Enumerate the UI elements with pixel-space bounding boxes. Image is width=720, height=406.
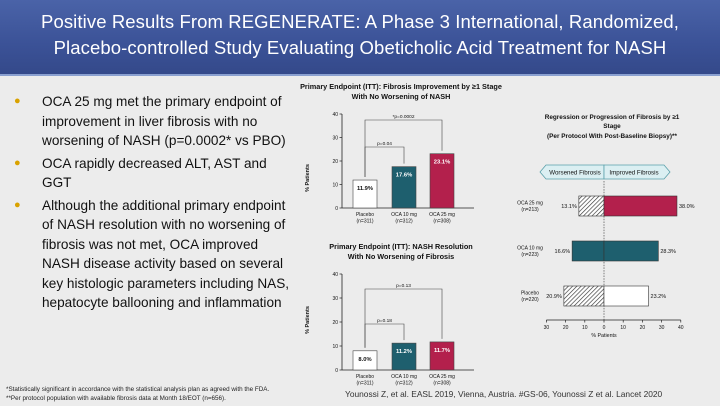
data-label: 11.7% [434,348,450,354]
data-label: 17.6% [396,173,412,179]
chart-title-line-2: With No Worsening of NASH [352,92,451,101]
bullet-list: ● OCA 25 mg met the primary endpoint of i… [14,92,292,316]
worsened-bar [571,240,605,262]
category-n-label: (n=311) [356,219,373,225]
x-tick-label: 20 [640,325,646,331]
x-axis-label: % Patients [591,333,617,339]
category-label: OCA 10 mg [391,374,417,380]
chart-title-line-1: Primary Endpoint (ITT): Fibrosis Improve… [300,82,502,91]
fibrosis-regression-progression-chart: Regression or Progression of Fibrosis by… [517,114,695,339]
footnotes: *Statistically significant in accordance… [6,385,269,403]
significance-bracket [364,288,443,348]
bar [352,350,378,371]
y-tick-label: 40 [332,112,338,118]
bar [429,153,455,209]
slide-title-line-1: Positive Results From REGENERATE: A Phas… [41,11,679,32]
x-tick-label: 0 [603,325,606,331]
bullet-item: ● Although the additional primary endpoin… [14,196,292,313]
bullet-icon: ● [14,198,21,211]
bar [429,341,455,371]
category-label: Placebo [356,212,374,218]
worsened-value-label: 16.6% [555,249,571,255]
footnote-1: *Statistically significant in accordance… [6,386,270,393]
y-axis-label: % Patients [305,164,311,192]
group-label: Placebo [521,291,539,297]
p-value-label: p=0.13 [396,283,411,289]
x-tick-label: 30 [544,325,550,331]
p-value-label: p=0.04 [377,141,392,147]
y-tick-label: 30 [332,296,338,302]
bar [391,166,417,209]
bullet-item: ● OCA 25 mg met the primary endpoint of i… [14,92,292,151]
bullet-text: Although the additional primary endpoint… [42,197,290,311]
reference-citation: Younossi Z, et al. EASL 2019, Vienna, Au… [345,389,663,399]
chart-title-line-2: With No Worsening of Fibrosis [348,252,454,261]
p-value-label: p=0.18 [377,318,392,324]
y-axis-label: % Patients [305,306,311,334]
improved-bar [603,285,649,307]
improved-value-label: 38.0% [679,204,695,210]
bullet-text: OCA rapidly decreased ALT, AST and GGT [42,155,267,191]
significance-bracket [364,119,443,178]
category-label: Placebo [356,374,374,380]
data-label: 23.1% [434,160,450,166]
y-tick-label: 40 [332,272,338,278]
improved-bar [603,195,678,217]
group-n-label: (n=213) [521,207,539,213]
data-label: 11.2% [396,349,412,355]
fibrosis-improvement-chart: Primary Endpoint (ITT): Fibrosis Improve… [300,82,502,225]
y-tick-label: 10 [332,344,338,350]
y-tick-label: 20 [332,159,338,165]
slide-header: Positive Results From REGENERATE: A Phas… [0,0,720,76]
data-label: 8.0% [358,357,371,363]
chart-title-line-3: (Per Protocol With Post-Baseline Biopsy)… [547,133,677,140]
nash-resolution-chart: Primary Endpoint (ITT): NASH Resolution … [305,242,474,387]
x-tick-label: 40 [678,325,684,331]
y-tick-label: 0 [335,206,338,212]
bullet-item: ● OCA rapidly decreased ALT, AST and GGT [14,154,292,193]
category-label: OCA 10 mg [391,212,417,218]
group-label: OCA 25 mg [517,201,543,207]
slide-title-line-2: Placebo-controlled Study Evaluating Obet… [53,37,667,58]
improved-arrow [603,164,671,180]
chart-title-line-2: Stage [603,123,621,130]
category-n-label: (n=312) [395,219,413,225]
footnote-2: **Per protocol population with available… [6,395,226,402]
category-label: OCA 25 mg [429,212,455,218]
y-tick-label: 30 [332,135,338,141]
bullet-icon: ● [14,156,21,169]
y-tick-label: 0 [335,368,338,374]
group-n-label: (n=220) [521,297,539,303]
y-tick-label: 10 [332,182,338,188]
bullet-text: OCA 25 mg met the primary endpoint of im… [42,94,286,148]
worsened-value-label: 13.1% [561,204,577,210]
x-tick-label: 10 [582,325,588,331]
x-tick-label: 30 [659,325,665,331]
bar [391,342,417,371]
category-n-label: (n=308) [433,219,451,225]
y-tick-label: 20 [332,320,338,326]
category-n-label: (n=311) [356,381,373,387]
improved-value-label: 23.2% [651,294,667,300]
worsened-value-label: 20.9% [546,294,562,300]
data-label: 11.9% [357,186,373,192]
chart-title-line-1: Primary Endpoint (ITT): NASH Resolution [329,242,473,251]
improved-label: Improved Fibrosis [609,170,658,177]
x-tick-label: 20 [563,325,569,331]
bullet-icon: ● [14,95,21,107]
worsened-label: Worsened Fibrosis [549,170,600,177]
improved-value-label: 28.3% [660,249,676,255]
group-n-label: (n=223) [521,252,539,258]
category-n-label: (n=308) [433,381,451,387]
improved-bar [603,240,659,262]
x-tick-label: 10 [620,325,626,331]
category-n-label: (n=312) [395,381,413,387]
group-label: OCA 10 mg [517,246,543,252]
category-label: OCA 25 mg [429,374,455,380]
bar [352,179,378,209]
p-value-label: *p=0.0002 [392,114,414,120]
worsened-bar [578,195,605,217]
worsened-bar [563,285,605,307]
chart-title-line-1: Regression or Progression of Fibrosis by… [545,114,680,121]
